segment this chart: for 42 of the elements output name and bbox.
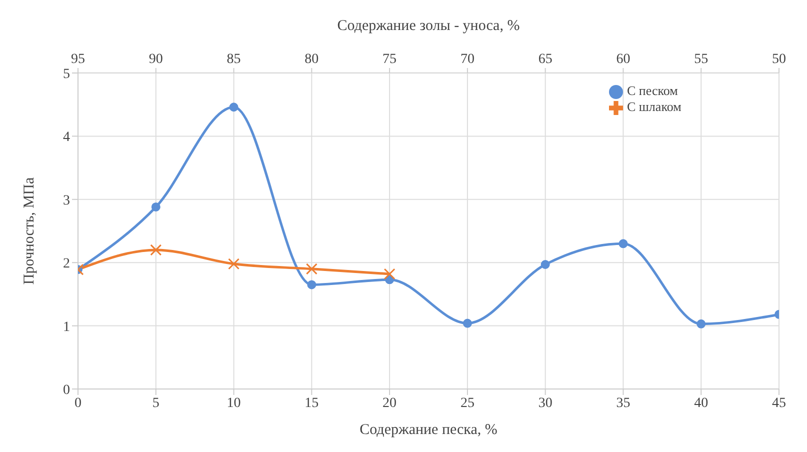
legend-label: С песком (627, 83, 678, 98)
y-tick-label: 0 (63, 382, 70, 398)
point (150, 244, 162, 256)
x-tick-label: 35 (616, 396, 630, 411)
x2-tick-label: 95 (71, 52, 85, 67)
x-tick-label: 10 (226, 396, 241, 411)
point (384, 268, 396, 280)
x-tick-label: 40 (694, 396, 708, 411)
x-tick-label: 0 (74, 396, 82, 411)
x2-tick-label: 80 (304, 52, 319, 67)
point (307, 280, 316, 290)
x2-tick-label: 60 (616, 52, 630, 67)
x2-tick-label: 85 (226, 52, 241, 67)
x2-tick-label: 55 (694, 52, 708, 67)
x2-tick-label: 90 (148, 52, 163, 67)
x2-tick-label: 50 (772, 52, 786, 67)
y-tick-label: 4 (63, 130, 70, 146)
x2-axis-title: Содержание золы - уноса, % (337, 18, 520, 34)
point (618, 239, 628, 248)
point (540, 260, 550, 269)
x-tick-label: 5 (152, 396, 160, 411)
x-tick-label: 45 (772, 396, 786, 411)
legend-label: С шлаком (627, 99, 682, 114)
x-tick-label: 30 (538, 396, 552, 411)
x-axis-title: Содержание песка, % (360, 422, 498, 438)
y-tick-label: 5 (63, 66, 70, 82)
point (306, 263, 318, 275)
x2-tick-label: 65 (538, 52, 552, 67)
x-tick-label: 20 (382, 396, 397, 411)
point (696, 319, 706, 328)
point (229, 102, 238, 112)
x-tick-label: 25 (460, 396, 474, 411)
x-tick-label: 15 (304, 396, 319, 411)
point (151, 202, 160, 212)
y-tick-label: 1 (63, 320, 70, 335)
x2-tick-label: 75 (382, 52, 397, 67)
y-tick-label: 2 (63, 256, 70, 272)
point (228, 258, 240, 270)
y-tick-label: 3 (63, 193, 70, 208)
point (462, 318, 472, 328)
x2-tick-label: 70 (460, 52, 474, 67)
y-axis-title: Прочность, МПа (21, 177, 38, 285)
